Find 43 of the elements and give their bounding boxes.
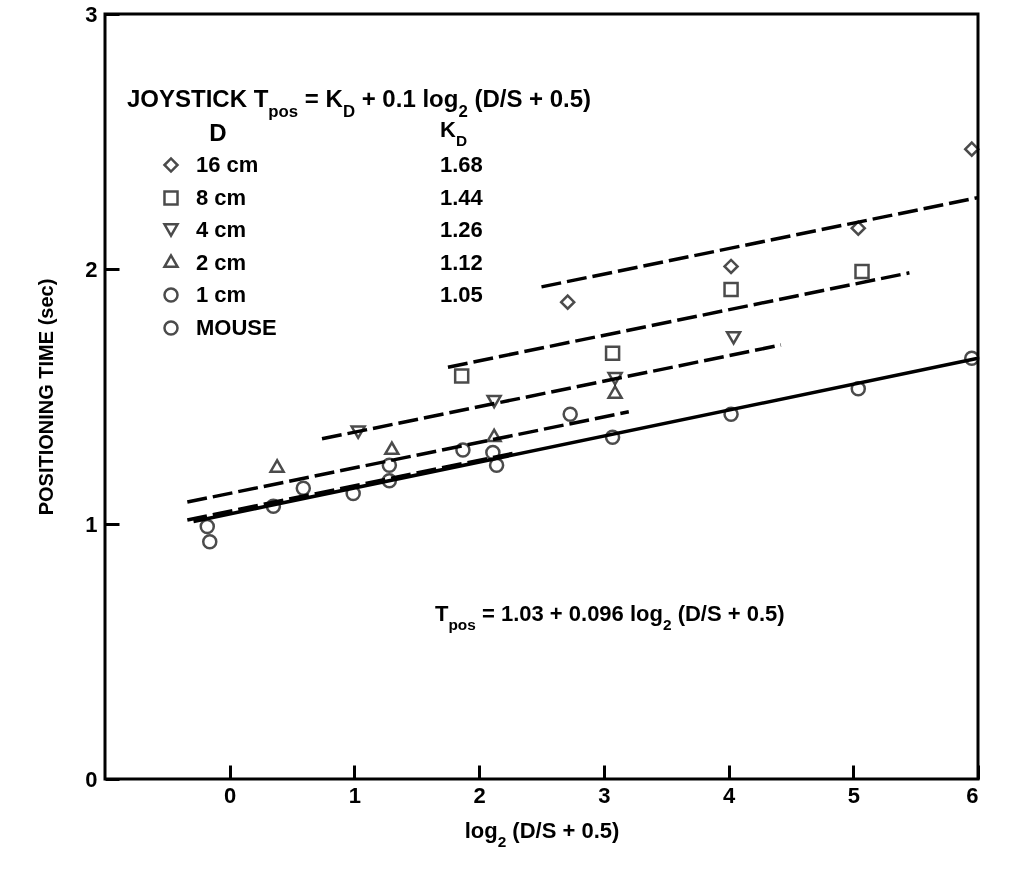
point bbox=[201, 534, 218, 550]
annotation: 1.68 bbox=[440, 152, 483, 177]
point bbox=[607, 385, 623, 399]
y-tick-label: 0 bbox=[85, 766, 98, 792]
point bbox=[723, 281, 739, 298]
x-tick-label: 2 bbox=[473, 782, 486, 808]
x-tick-label: 6 bbox=[966, 782, 979, 808]
point bbox=[269, 459, 285, 473]
point bbox=[604, 345, 621, 361]
x-tick-label: 4 bbox=[722, 782, 736, 808]
legend-label: 1 cm bbox=[196, 282, 247, 307]
point bbox=[725, 330, 742, 345]
point bbox=[559, 294, 576, 310]
annotation: 1.12 bbox=[440, 250, 483, 275]
x-tick-label: 5 bbox=[847, 782, 860, 808]
legend-label: MOUSE bbox=[196, 315, 277, 340]
legend-title: D bbox=[209, 119, 227, 146]
annotation: T$_{pos}$ = 1.03 + 0.096 log$_{2}$ (D/S + 0.5) bbox=[435, 601, 785, 633]
point bbox=[964, 141, 980, 157]
point bbox=[384, 441, 400, 456]
annotation: 1.44 bbox=[440, 185, 484, 210]
point bbox=[850, 220, 867, 236]
x-axis-title: log$_{2}$ (D/S + 0.5) bbox=[464, 817, 620, 849]
annotation: 1.26 bbox=[440, 217, 483, 242]
legend-label: 4 cm bbox=[196, 217, 247, 242]
point bbox=[199, 518, 216, 535]
legend-label: 8 cm bbox=[196, 185, 247, 210]
annotation: 1.05 bbox=[440, 282, 483, 307]
x-tick-label: 0 bbox=[224, 782, 237, 808]
y-tick-label: 2 bbox=[85, 256, 98, 282]
x-tick-label: 3 bbox=[598, 782, 611, 808]
point bbox=[295, 480, 312, 497]
legend-label: 16 cm bbox=[196, 152, 259, 177]
point bbox=[453, 368, 470, 384]
y-tick-label: 3 bbox=[85, 1, 98, 27]
legend-label: 2 cm bbox=[196, 250, 247, 275]
y-tick-label: 1 bbox=[85, 511, 98, 537]
y-axis-title: POSITIONING TIME (sec) bbox=[35, 278, 58, 516]
point bbox=[562, 406, 578, 423]
x-tick-label: 1 bbox=[348, 782, 362, 808]
point bbox=[854, 263, 870, 280]
point bbox=[488, 457, 505, 474]
point bbox=[723, 258, 739, 275]
